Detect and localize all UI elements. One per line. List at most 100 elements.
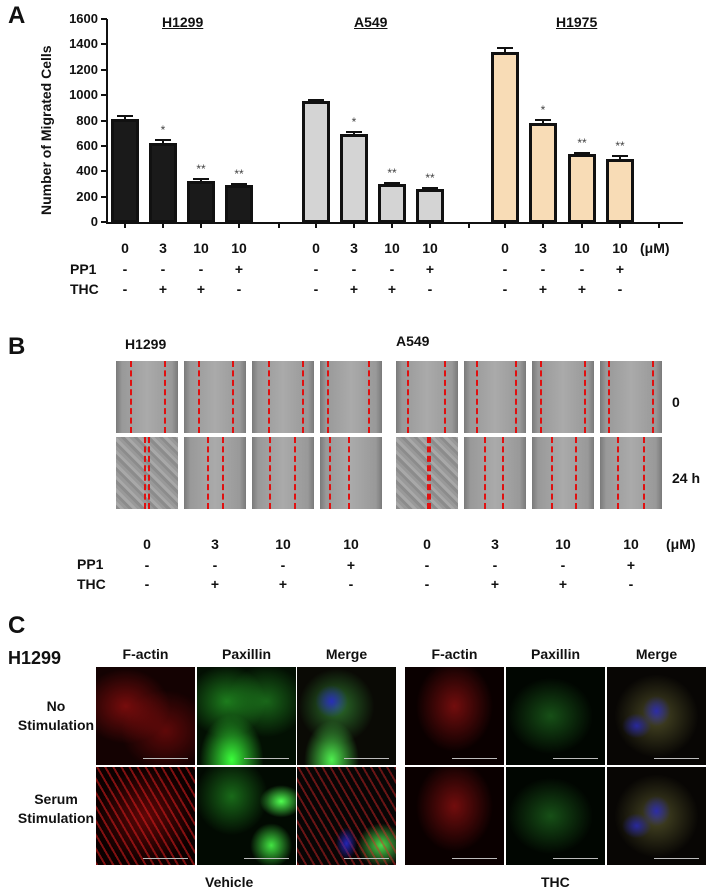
- error-cap: [574, 151, 590, 154]
- wound-edge-line: [347, 437, 350, 509]
- channel-label-f-actin: F-actin: [122, 646, 169, 662]
- wound-image: [252, 437, 314, 509]
- x-tick: [504, 223, 506, 228]
- wound-edge-line: [584, 361, 587, 433]
- dose-label: 10: [422, 240, 438, 256]
- thc-sign: -: [427, 281, 433, 297]
- error-cap: [612, 155, 628, 158]
- pp1-sign: +: [615, 261, 625, 277]
- y-tick-label: 1200: [69, 61, 98, 77]
- y-tick-label: 800: [76, 112, 98, 128]
- wound-edge-line: [129, 361, 132, 433]
- x-tick: [581, 223, 583, 228]
- channel-label-f-actin: F-actin: [431, 646, 478, 662]
- significance-marker: *: [540, 102, 546, 117]
- wound-edge-line: [164, 361, 167, 433]
- y-tick: [101, 144, 107, 147]
- dose-label: 3: [211, 536, 219, 552]
- x-axis-line: [106, 222, 683, 224]
- bar-h1975-0: [491, 51, 519, 223]
- pp1-sign: -: [122, 261, 128, 277]
- scale-bar: [654, 758, 699, 759]
- error-bar: [542, 119, 544, 124]
- y-tick-label: 1000: [69, 87, 98, 103]
- wound-edge-line: [427, 437, 429, 509]
- error-cap: [497, 47, 513, 50]
- thc-sign: +: [387, 281, 397, 297]
- time-label-0: 0: [672, 394, 680, 410]
- error-cap: [117, 115, 133, 118]
- wound-image: [464, 437, 526, 509]
- row-label-no-stimulation: No Stimulation: [0, 697, 112, 735]
- y-tick: [101, 221, 107, 223]
- row-label-line1: No: [46, 698, 66, 714]
- error-bar: [619, 156, 621, 159]
- y-tick: [101, 119, 107, 122]
- thc-sign: +: [349, 281, 359, 297]
- error-cap: [193, 177, 209, 180]
- group-label-vehicle: Vehicle: [205, 874, 254, 890]
- y-tick-label: 1400: [69, 36, 98, 52]
- dose-label: 3: [539, 240, 547, 256]
- thc-sign: +: [538, 281, 548, 297]
- thc-sign: -: [144, 576, 150, 592]
- wound-edge-line: [368, 361, 371, 433]
- scale-bar: [244, 858, 289, 859]
- error-bar: [124, 116, 126, 120]
- channel-label-merge: Merge: [635, 646, 678, 662]
- group-label-thc: THC: [541, 874, 570, 890]
- x-tick: [353, 223, 355, 228]
- pp1-sign: -: [212, 557, 218, 573]
- thc-sign: -: [502, 281, 508, 297]
- pp1-sign: -: [540, 261, 546, 277]
- x-tick: [162, 223, 164, 228]
- pp1-sign: +: [626, 557, 636, 573]
- fluorescence-image: [96, 667, 195, 765]
- wound-image: [600, 361, 662, 433]
- significance-marker: **: [577, 135, 587, 150]
- panel-a-label: A: [8, 2, 26, 29]
- bar-h1975-1: [529, 123, 557, 223]
- wound-edge-line: [232, 361, 235, 433]
- wound-image: [116, 361, 178, 433]
- error-cap: [535, 118, 551, 121]
- wound-edge-line: [540, 361, 543, 433]
- scale-bar: [244, 758, 289, 759]
- wound-image: [252, 361, 314, 433]
- scale-bar: [452, 858, 497, 859]
- dose-label: 10: [384, 240, 400, 256]
- wound-edge-line: [267, 361, 270, 433]
- y-tick-label: 400: [76, 163, 98, 179]
- wound-edge-line: [502, 437, 505, 509]
- y-tick-label: 1600: [69, 11, 98, 26]
- wound-image: [396, 437, 458, 509]
- pp1-sign: -: [280, 557, 286, 573]
- y-tick-label: 0: [90, 214, 98, 229]
- y-tick: [101, 170, 107, 173]
- unit-label: (μM): [666, 536, 696, 552]
- scale-bar: [452, 758, 497, 759]
- x-tick: [619, 223, 621, 228]
- wound-edge-line: [617, 437, 620, 509]
- thc-sign: +: [577, 281, 587, 297]
- error-bar: [504, 48, 506, 52]
- pp1-sign: -: [198, 261, 204, 277]
- error-cap: [155, 138, 171, 141]
- pp1-sign: -: [389, 261, 395, 277]
- bar-h1975-2: [568, 154, 596, 223]
- chart-title-a549: A549: [354, 14, 388, 30]
- x-tick: [200, 223, 202, 228]
- wound-edge-line: [301, 361, 304, 433]
- error-cap: [384, 181, 400, 184]
- bar-h1299-0: [111, 119, 139, 223]
- dose-label: 0: [312, 240, 320, 256]
- dose-label: 10: [193, 240, 209, 256]
- wound-edge-line: [294, 437, 297, 509]
- fluorescence-image: [405, 667, 504, 765]
- dose-label: 0: [423, 536, 431, 552]
- thc-sign: -: [236, 281, 242, 297]
- wound-edge-line: [148, 437, 151, 509]
- wound-edge-line: [269, 437, 272, 509]
- fluorescence-image: [197, 667, 296, 765]
- pp1-sign: +: [425, 261, 435, 277]
